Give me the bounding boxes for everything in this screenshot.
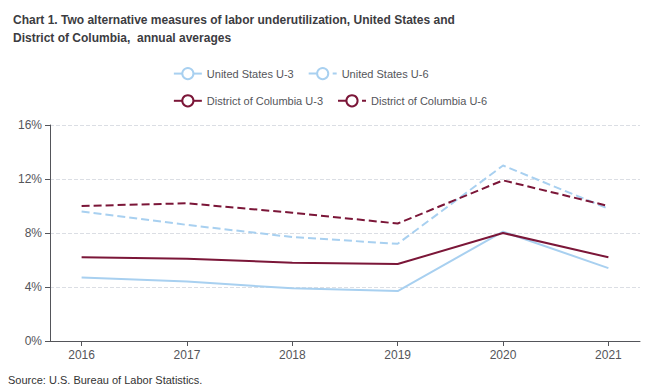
svg-text:District of Columbia U-6: District of Columbia U-6 (371, 95, 487, 107)
svg-text:Chart 1. Two alternative measu: Chart 1. Two alternative measures of lab… (13, 13, 455, 27)
svg-text:0%: 0% (25, 334, 43, 348)
svg-text:4%: 4% (25, 280, 43, 294)
svg-text:2019: 2019 (384, 348, 411, 362)
svg-text:2020: 2020 (490, 348, 517, 362)
svg-text:16%: 16% (18, 118, 42, 132)
svg-text:District of Columbia, annual: District of Columbia, annual averages (13, 31, 231, 45)
svg-text:12%: 12% (18, 172, 42, 186)
svg-text:8%: 8% (25, 226, 43, 240)
svg-text:2017: 2017 (174, 348, 201, 362)
svg-text:Source: U.S. Bureau of Labor S: Source: U.S. Bureau of Labor Statistics. (8, 374, 202, 386)
svg-text:District of Columbia U-3: District of Columbia U-3 (207, 95, 323, 107)
svg-text:2021: 2021 (595, 348, 622, 362)
svg-text:United States U-6: United States U-6 (342, 68, 429, 80)
svg-text:2016: 2016 (68, 348, 95, 362)
svg-text:United States U-3: United States U-3 (207, 68, 294, 80)
svg-text:2018: 2018 (279, 348, 306, 362)
